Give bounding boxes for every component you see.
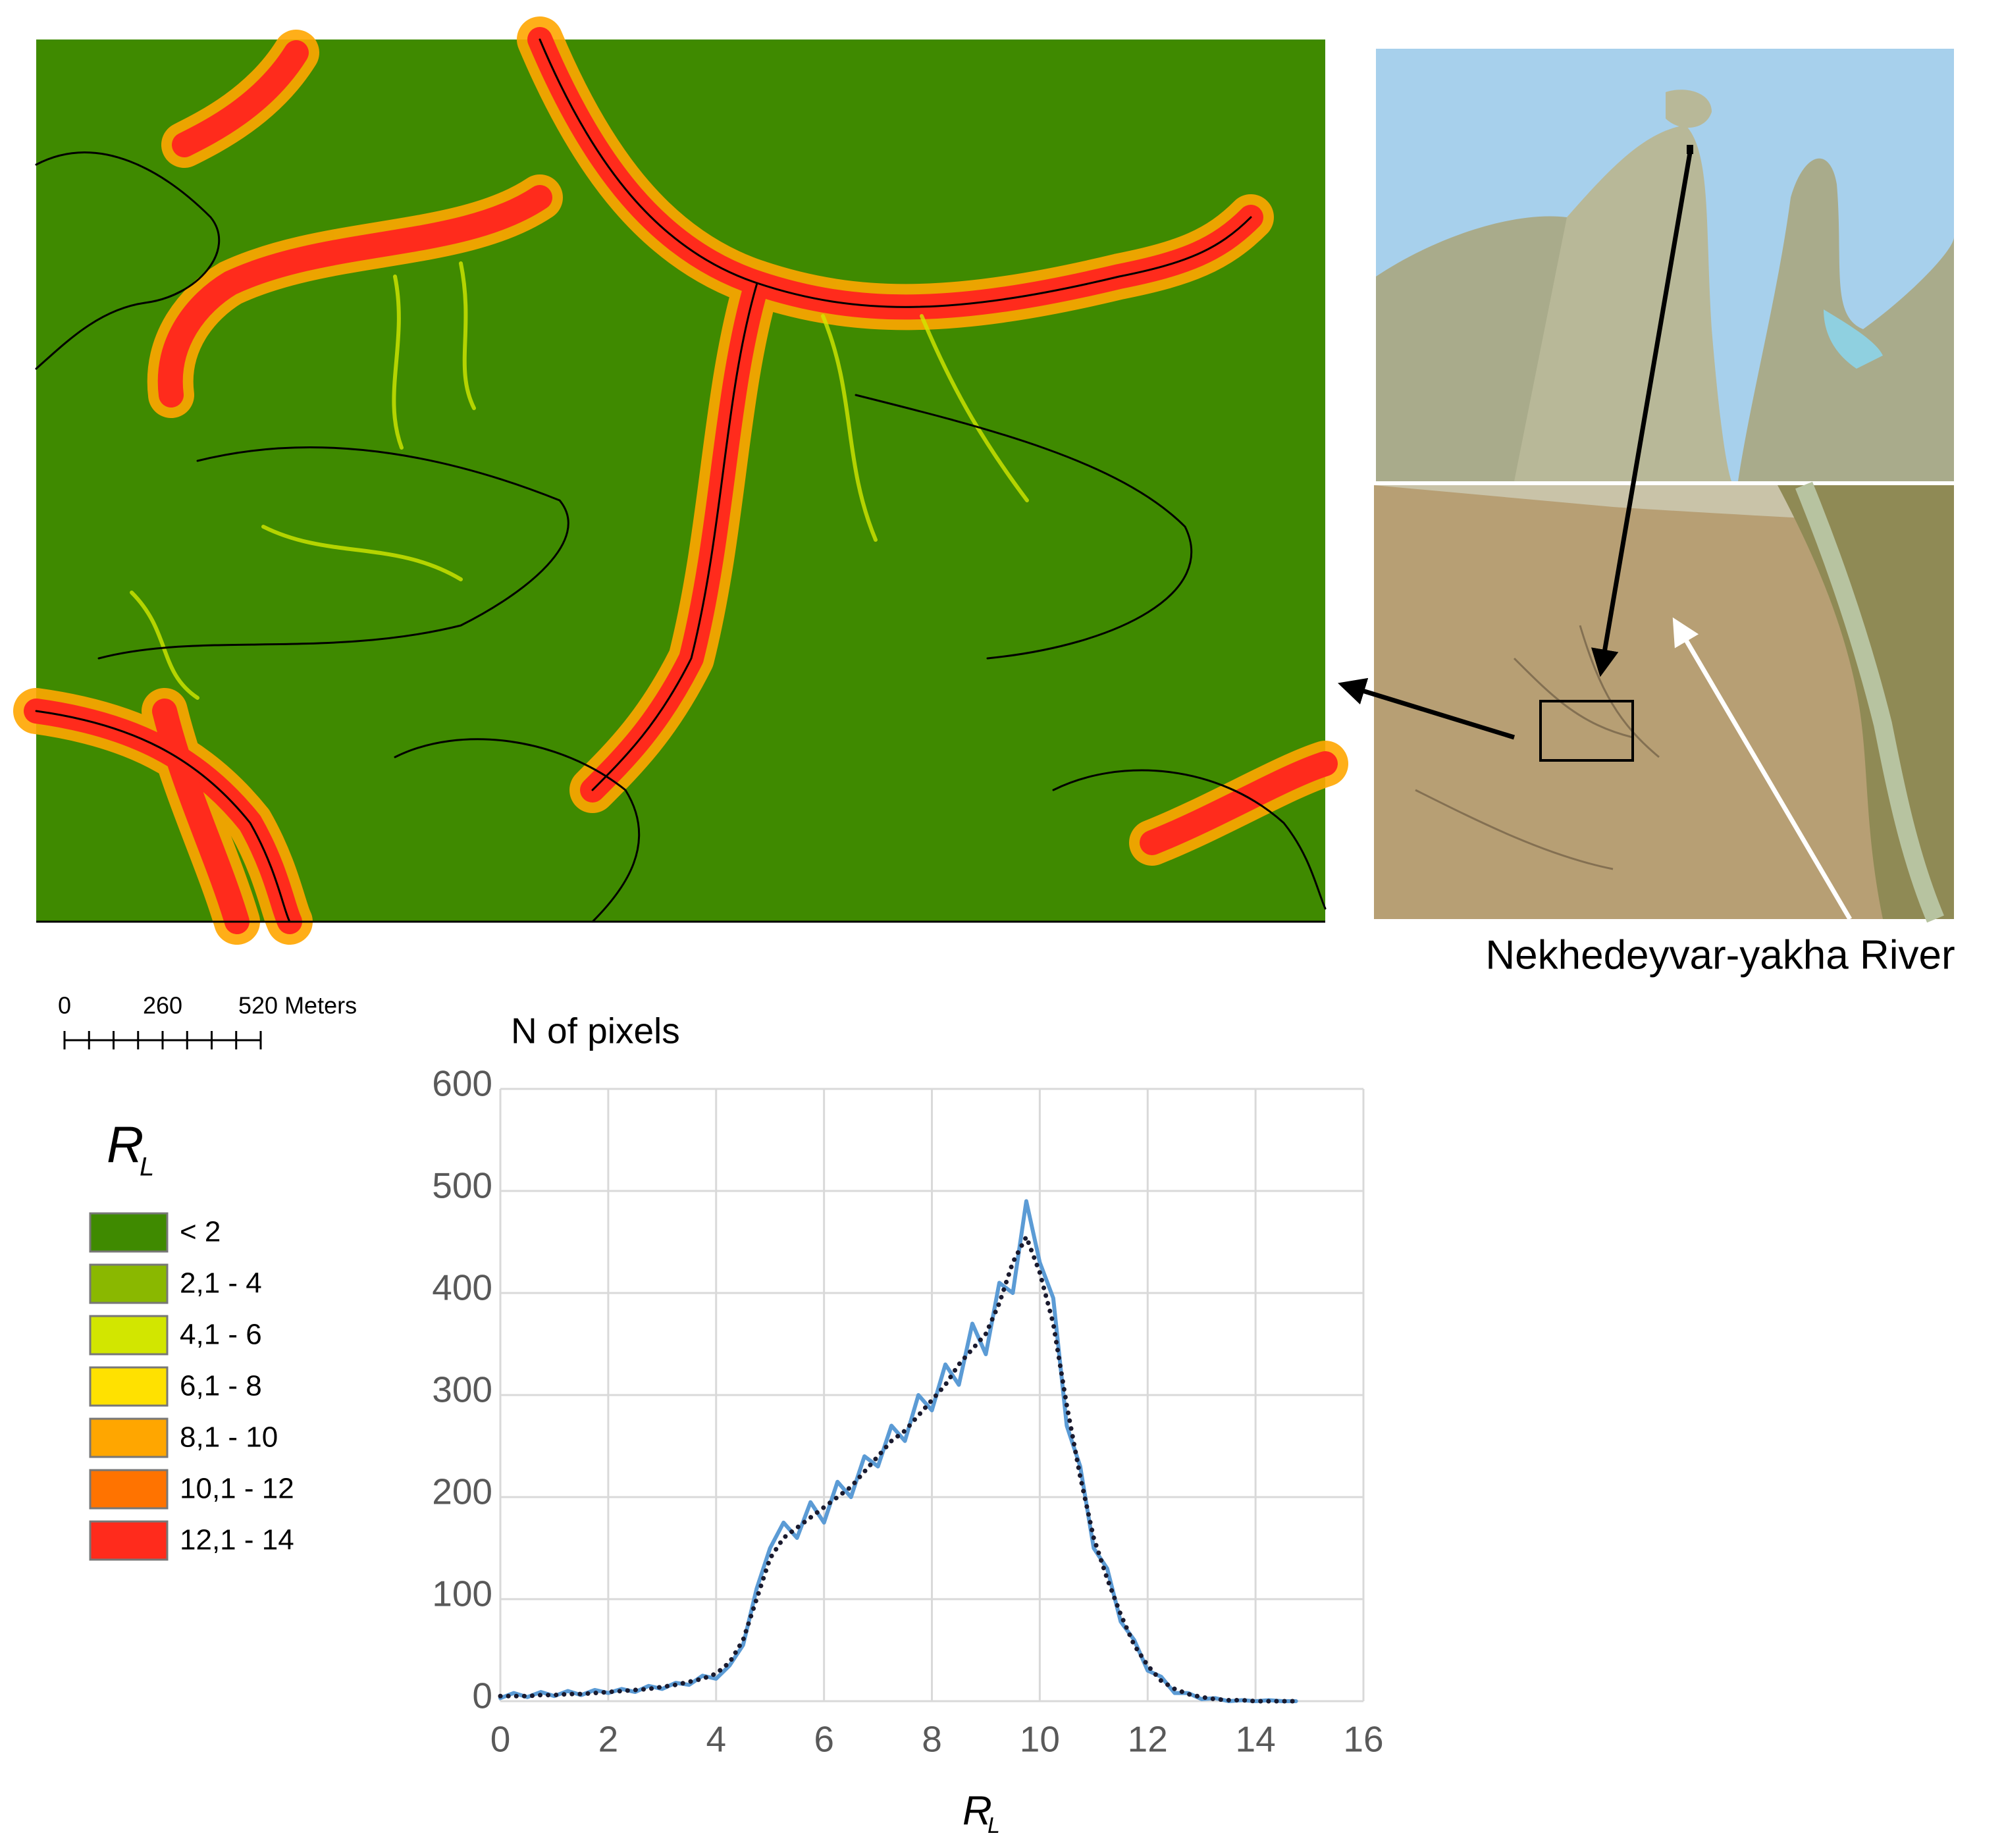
legend: < 2 2,1 - 4 4,1 - 6 6,1 - 8 8,1 - 10 10,1 - 1…	[89, 1212, 294, 1561]
x-tick-label: 8	[922, 1719, 942, 1760]
x-tick-label: 12	[1128, 1719, 1168, 1760]
rl-map	[13, 16, 1348, 945]
x-tick-label: 16	[1343, 1719, 1383, 1760]
y-tick-label: 100	[432, 1573, 492, 1614]
legend-label: < 2	[180, 1216, 221, 1248]
legend-label: 2,1 - 4	[180, 1267, 262, 1300]
scale-label: 260	[143, 992, 182, 1019]
scale-label: 0	[58, 992, 71, 1019]
scale-ticks	[63, 1031, 262, 1049]
x-tick-label: 0	[490, 1719, 511, 1760]
y-tick-label: 300	[432, 1369, 492, 1410]
y-axis-title: N of pixels	[511, 1011, 680, 1051]
legend-swatch	[89, 1315, 169, 1356]
satellite-overview	[1376, 49, 1954, 481]
legend-label: 4,1 - 6	[180, 1319, 262, 1351]
legend-swatch	[89, 1366, 169, 1407]
arrows	[1337, 152, 1853, 920]
chart: 0 100 200 300 400 500 600 0 2 4 6 8 10 12 14 16 N of pix…	[432, 1011, 1383, 1838]
legend-swatch	[89, 1417, 169, 1458]
satellite-detail	[1374, 481, 1954, 923]
legend-swatch	[89, 1212, 169, 1253]
legend-label: 10,1 - 12	[180, 1473, 294, 1505]
legend-title: R	[107, 1116, 144, 1174]
x-axis-title: R	[962, 1788, 992, 1834]
legend-label: 12,1 - 14	[180, 1524, 294, 1556]
y-tick-label: 500	[432, 1165, 492, 1206]
legend-swatch	[89, 1520, 169, 1561]
legend-swatch	[89, 1263, 169, 1304]
trend-line	[498, 1234, 1299, 1704]
scale-label: 520 Meters	[238, 992, 357, 1019]
x-axis-title-sub: L	[988, 1813, 1000, 1838]
legend-label: 6,1 - 8	[180, 1370, 262, 1402]
y-tick-label: 200	[432, 1471, 492, 1512]
x-tick-label: 6	[814, 1719, 834, 1760]
x-tick-label: 14	[1236, 1719, 1276, 1760]
x-tick-label: 4	[706, 1719, 726, 1760]
legend-label: 8,1 - 10	[180, 1421, 278, 1454]
x-tick-label: 10	[1020, 1719, 1060, 1760]
legend-title-sub: L	[140, 1153, 154, 1182]
y-tick-label: 400	[432, 1267, 492, 1308]
y-tick-label: 0	[472, 1676, 492, 1716]
x-tick-label: 2	[598, 1719, 619, 1760]
y-tick-label: 600	[432, 1063, 492, 1104]
legend-swatch	[89, 1469, 169, 1510]
river-label: Nekhedeyvar-yakha River	[1485, 932, 1955, 978]
data-line	[498, 1199, 1298, 1703]
